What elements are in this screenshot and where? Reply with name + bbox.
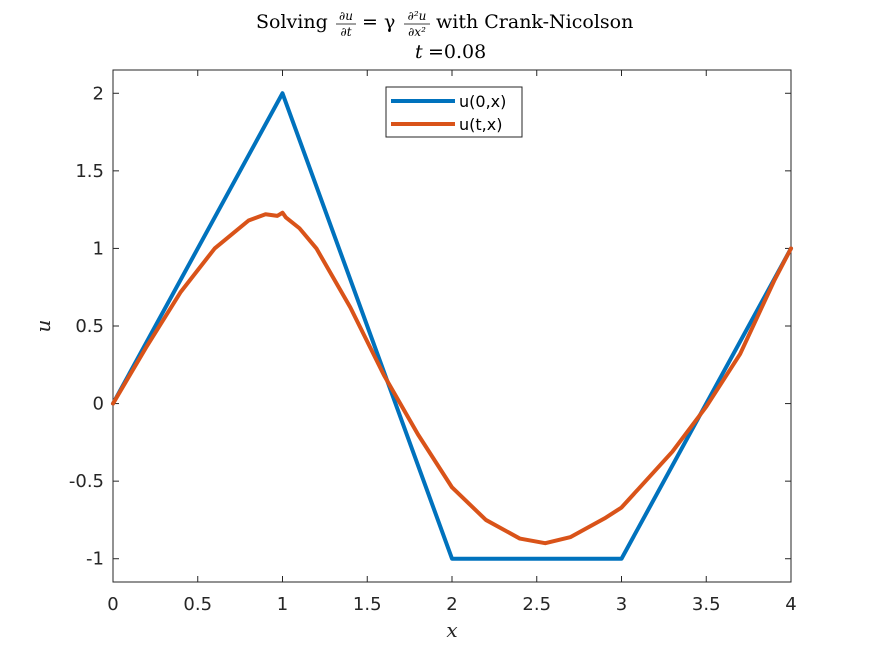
plot-area (112, 69, 792, 583)
legend-label-ut: u(t,x) (459, 115, 502, 134)
x-tick-label: 3.5 (692, 594, 721, 615)
title-dudt-numerator: ∂u (339, 9, 353, 23)
legend-box (385, 86, 523, 138)
x-tick-label: 2 (446, 594, 457, 615)
title-equals-gamma: = γ (362, 11, 395, 33)
legend: u(0,x) u(t,x) (385, 86, 523, 138)
x-tick-label: 3 (616, 594, 627, 615)
y-axis-label: u (31, 320, 55, 333)
x-tick-label: 4 (785, 594, 796, 615)
chart-subtitle: t =0.08 (415, 41, 486, 63)
x-tick-label: 0 (107, 594, 118, 615)
y-tick-label: 1.5 (75, 161, 104, 182)
y-tick-label: 0 (93, 394, 104, 415)
y-tick-label: -1 (86, 549, 104, 570)
title-prefix: Solving (256, 11, 328, 33)
y-tick-label: 0.5 (75, 316, 104, 337)
y-axis: -1 -0.5 0 0.5 1 1.5 2 (69, 83, 791, 570)
series-line-0 (111, 91, 793, 561)
x-axis: 0 0.5 1 1.5 2 2.5 3 3.5 4 (107, 70, 797, 615)
title-d2u-numerator: ∂²u (408, 9, 427, 23)
title-suffix: with Crank-Nicolson (436, 11, 633, 33)
x-tick-label: 0.5 (183, 594, 212, 615)
y-tick-label: 1 (93, 238, 104, 259)
x-tick-label: 1.5 (353, 594, 382, 615)
x-tick-label: 2.5 (522, 594, 551, 615)
title-dudt-denominator: ∂t (340, 25, 351, 39)
series-layer (111, 91, 793, 561)
x-tick-label: 1 (277, 594, 288, 615)
subtitle-variable: t (415, 41, 423, 63)
title-d2u-denominator: ∂x² (408, 25, 426, 39)
legend-label-u0: u(0,x) (459, 92, 506, 111)
subtitle-value: =0.08 (428, 41, 486, 63)
x-axis-label: x (446, 618, 457, 642)
chart-title: Solving ∂u ∂t = γ ∂²u ∂x² with Crank-Nic… (256, 9, 633, 39)
series-line-1 (111, 210, 793, 546)
y-tick-label: 2 (93, 83, 104, 104)
y-tick-label: -0.5 (69, 471, 104, 492)
